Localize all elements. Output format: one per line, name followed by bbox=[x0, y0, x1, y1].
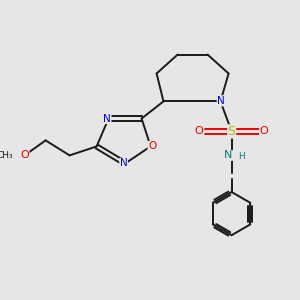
Text: N: N bbox=[224, 150, 232, 161]
Text: S: S bbox=[228, 125, 236, 138]
Text: O: O bbox=[148, 141, 156, 152]
Text: H: H bbox=[238, 152, 245, 161]
Text: O: O bbox=[20, 150, 29, 161]
Text: CH₃: CH₃ bbox=[0, 151, 14, 160]
Text: N: N bbox=[217, 96, 225, 106]
Text: N: N bbox=[103, 113, 111, 124]
Text: O: O bbox=[260, 126, 268, 136]
Text: O: O bbox=[195, 126, 204, 136]
Text: N: N bbox=[120, 158, 128, 169]
